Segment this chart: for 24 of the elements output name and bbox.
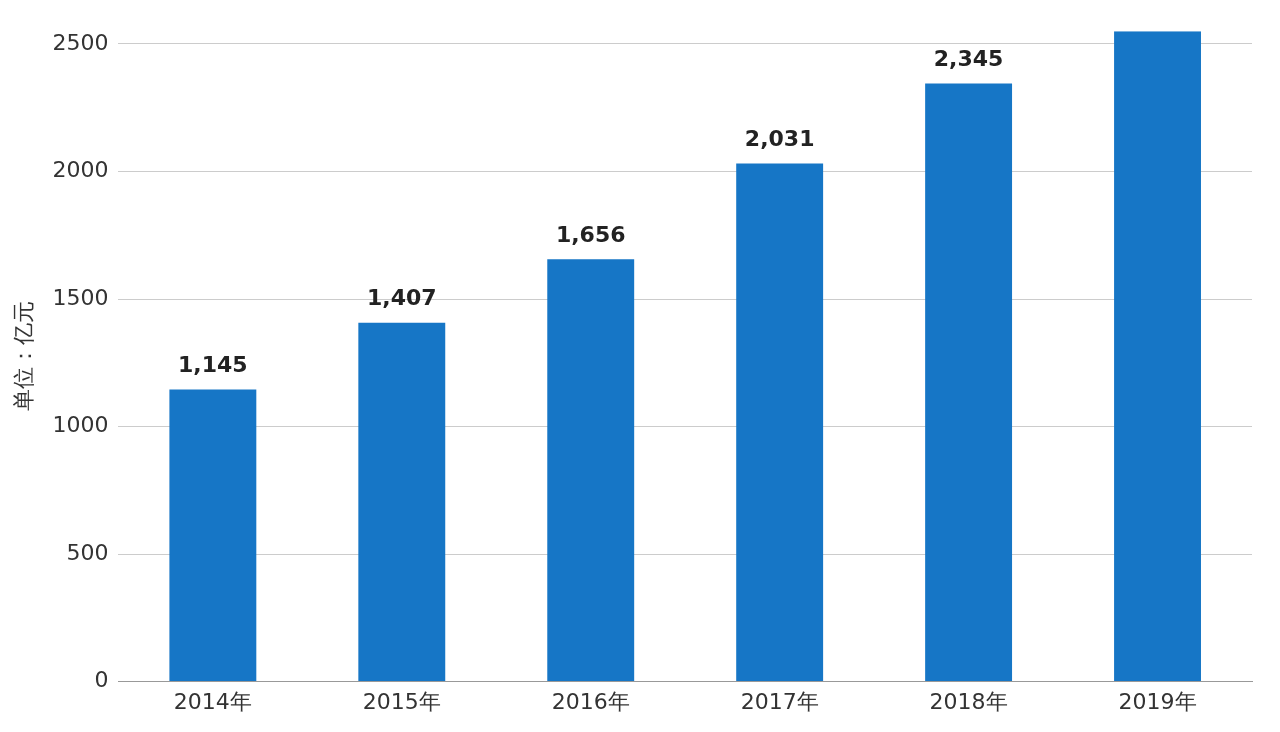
y-tick-label: 2000 xyxy=(52,157,109,183)
y-tick-label: 1500 xyxy=(52,284,109,310)
x-tick-label: 2014年 xyxy=(173,688,252,714)
y-tick-label: 1000 xyxy=(52,412,109,438)
data-label: 1,656 xyxy=(555,221,626,247)
data-label: 2,345 xyxy=(933,46,1004,72)
y-tick-label: 500 xyxy=(66,539,109,565)
x-tick-label: 2015年 xyxy=(362,688,441,714)
bar xyxy=(736,163,824,682)
data-label: 1,407 xyxy=(366,285,437,311)
x-tick-label: 2019年 xyxy=(1118,688,1197,714)
y-tick-label: 0 xyxy=(94,667,109,693)
y-axis-title: 单位：亿元 xyxy=(10,301,36,412)
data-label: 2,031 xyxy=(744,126,815,152)
bar xyxy=(358,322,446,682)
y-tick-label: 2500 xyxy=(52,29,109,55)
bar xyxy=(1114,31,1201,682)
bar xyxy=(169,389,257,682)
x-tick-label: 2018年 xyxy=(929,688,1008,714)
x-tick-label: 2017年 xyxy=(740,688,819,714)
bar xyxy=(925,83,1013,682)
bar xyxy=(547,259,635,682)
data-label: 1,145 xyxy=(178,352,248,378)
x-tick-label: 2016年 xyxy=(551,688,630,714)
